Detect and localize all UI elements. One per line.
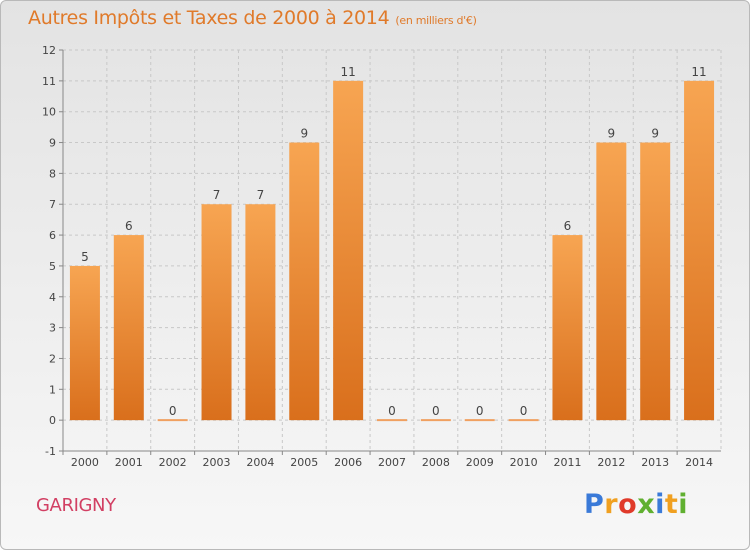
y-tick-label: -1 <box>45 445 56 458</box>
chart-title: Autres Impôts et Taxes de 2000 à 2014 (en… <box>28 7 477 29</box>
x-tick-label: 2010 <box>510 456 538 469</box>
chart-subtitle: (en milliers d'€) <box>395 14 477 27</box>
data-label: 6 <box>564 219 572 233</box>
y-tick-label: 6 <box>49 229 56 242</box>
x-tick-label: 2009 <box>466 456 494 469</box>
x-tick-label: 2012 <box>597 456 625 469</box>
x-tick-label: 2000 <box>71 456 99 469</box>
bar <box>684 80 715 421</box>
y-tick-label: 5 <box>49 260 56 273</box>
bar <box>552 235 583 421</box>
y-tick-label: 12 <box>42 44 56 57</box>
x-tick-label: 2011 <box>553 456 581 469</box>
data-label: 0 <box>476 404 484 418</box>
y-tick-label: 0 <box>49 414 56 427</box>
data-label: 5 <box>81 250 89 264</box>
y-tick-label: 10 <box>42 106 56 119</box>
data-label: 0 <box>388 404 396 418</box>
bar <box>596 142 627 421</box>
commune-name: GARIGNY <box>36 495 116 516</box>
logo-letter: r <box>604 489 619 520</box>
logo-letter: i <box>655 489 665 520</box>
logo-letter: t <box>664 489 679 520</box>
x-tick-label: 2014 <box>685 456 713 469</box>
data-label: 9 <box>651 127 659 141</box>
data-label: 9 <box>300 127 308 141</box>
x-tick-label: 2005 <box>290 456 318 469</box>
data-label: 7 <box>213 188 221 202</box>
x-tick-label: 2001 <box>115 456 143 469</box>
x-tick-label: 2002 <box>159 456 187 469</box>
data-label: 6 <box>125 219 133 233</box>
logo-letter: i <box>678 489 689 520</box>
x-tick-label: 2004 <box>246 456 274 469</box>
y-tick-label: 1 <box>49 383 56 396</box>
logo-letter: P <box>584 489 605 520</box>
data-label: 11 <box>340 65 355 79</box>
data-label: 0 <box>169 404 177 418</box>
logo-letter: x <box>637 489 656 520</box>
y-tick-label: 11 <box>42 75 56 88</box>
x-tick-label: 2003 <box>203 456 231 469</box>
y-tick-label: 3 <box>49 322 56 335</box>
y-tick-label: 9 <box>49 137 56 150</box>
data-label: 7 <box>257 188 265 202</box>
x-tick-label: 2006 <box>334 456 362 469</box>
y-tick-label: 4 <box>49 291 56 304</box>
data-label: 11 <box>691 65 706 79</box>
chart-title-text: Autres Impôts et Taxes de 2000 à 2014 <box>28 7 390 29</box>
x-tick-label: 2007 <box>378 456 406 469</box>
x-tick-label: 2013 <box>641 456 669 469</box>
data-label: 0 <box>432 404 440 418</box>
proxiti-logo: Proxiti <box>584 489 688 520</box>
y-tick-label: 2 <box>49 352 56 365</box>
logo-letter: o <box>618 489 638 520</box>
bar <box>289 142 320 421</box>
data-label: 9 <box>608 127 616 141</box>
bar <box>113 235 144 421</box>
bar <box>69 265 100 421</box>
bar <box>640 142 671 421</box>
bar <box>245 204 276 421</box>
bar <box>201 204 232 421</box>
bar <box>333 80 364 421</box>
x-tick-label: 2008 <box>422 456 450 469</box>
y-tick-label: 7 <box>49 198 56 211</box>
y-tick-label: 8 <box>49 167 56 180</box>
data-label: 0 <box>520 404 528 418</box>
